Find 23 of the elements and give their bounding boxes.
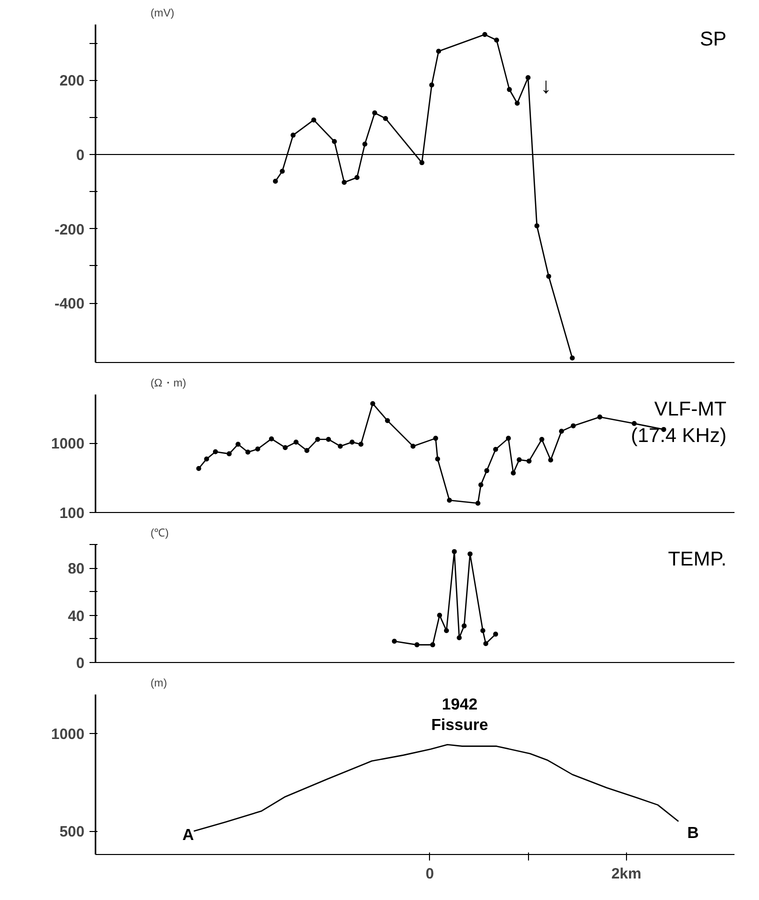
y-tick-label: 200 [59,72,85,90]
annotation: A [182,826,194,844]
y-axis-title: (℃) [150,528,169,540]
annotation: 1942 Fissure [431,696,488,734]
y-tick-label: 1000 [51,436,85,453]
text: SP [700,28,727,50]
series-label: VLF-MT (17.4 KHz) [630,398,727,447]
y-tick-label: 0 [76,655,84,672]
y-tick-label: 0 [76,147,84,164]
annotation: B [687,825,699,842]
y-axis-title: (m) [150,678,167,690]
x-tick-label: 2km [611,866,642,882]
y-tick-label: 80 [68,560,85,578]
y-axis-title: (mV) [150,8,174,20]
y-tick-label: 1000 [51,726,85,744]
y-axis-title: (Ω・m) [150,378,186,390]
text: TEMP. [668,548,727,570]
y-tick-label: 100 [59,505,85,522]
y-tick-label: -200 [54,221,85,238]
y-tick-label: 40 [68,608,85,625]
y-tick-label: 500 [59,824,85,841]
y-tick-label: -400 [54,296,85,313]
annotation: ↓ [540,72,552,98]
